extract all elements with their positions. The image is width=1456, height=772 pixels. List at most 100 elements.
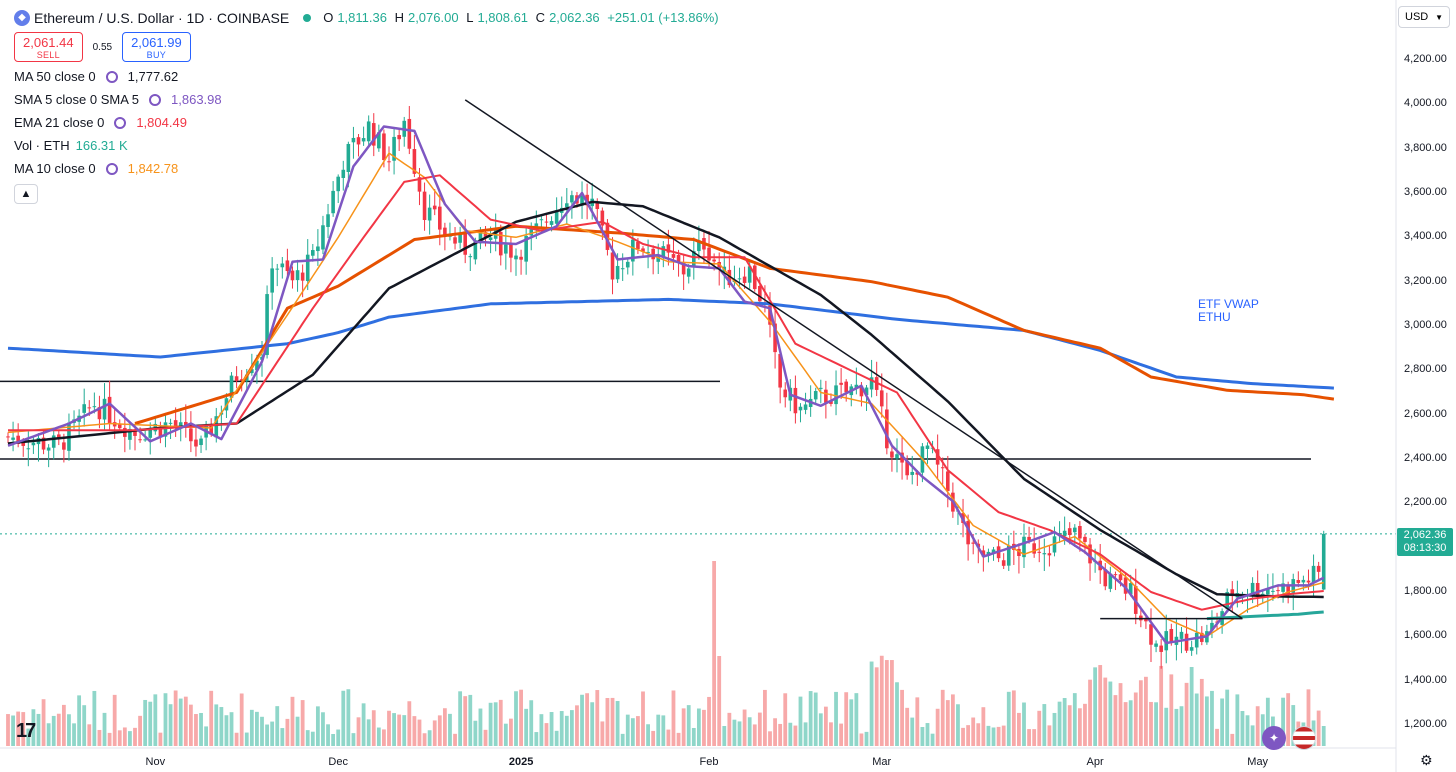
volume-bar	[549, 712, 554, 746]
candle-body	[1032, 543, 1036, 554]
chart-legend: ◆ Ethereum / U.S. Dollar · 1D · COINBASE…	[14, 6, 723, 204]
candle-body	[610, 252, 615, 280]
volume-bar	[1037, 710, 1042, 746]
chevron-up-icon[interactable]: ▲	[14, 184, 38, 204]
candle-body	[270, 268, 274, 293]
indicator-ma50[interactable]: MA 50 close 0 1,777.62	[14, 69, 179, 84]
candle-body	[631, 239, 635, 262]
indicator-ma10[interactable]: MA 10 close 0 1,842.78	[14, 161, 179, 176]
candle-body	[51, 435, 56, 448]
candle-body	[600, 210, 605, 226]
volume-bar	[1225, 689, 1230, 746]
volume-bar	[925, 723, 930, 746]
volume-bar	[681, 708, 686, 746]
volume-bar	[168, 704, 173, 746]
candle-body	[1311, 565, 1316, 583]
candle-body	[727, 269, 732, 286]
candle-body	[453, 237, 457, 244]
volume-bar	[204, 726, 209, 746]
price-tick-label: 3,400.00	[1404, 230, 1447, 243]
indicator-sma5[interactable]: SMA 5 close 0 SMA 5 1,863.98	[14, 92, 222, 107]
candle-body	[488, 237, 493, 240]
candle-body	[819, 387, 823, 389]
candle-body	[1113, 574, 1118, 576]
candle-body	[361, 138, 366, 142]
price-tick-label: 3,600.00	[1404, 186, 1447, 198]
currency-selector[interactable]: USD ▼	[1398, 6, 1450, 28]
candle-body	[239, 379, 244, 381]
volume-bar	[1179, 706, 1184, 746]
candle-body	[351, 137, 356, 143]
volume-bar	[493, 702, 498, 746]
candle-body	[443, 227, 447, 236]
indicator-ema21[interactable]: EMA 21 close 0 1,804.49	[14, 115, 187, 130]
candle-body	[432, 205, 437, 210]
etf-vwap-annotation[interactable]: ETF VWAP ETHU	[1198, 297, 1259, 324]
candle-body	[1179, 631, 1184, 639]
candle-body	[387, 161, 391, 163]
candle-body	[82, 404, 86, 413]
volume-bar	[67, 714, 71, 746]
volume-bar	[945, 700, 950, 746]
volume-bar	[981, 707, 986, 746]
candle-body	[768, 305, 772, 325]
volume-bar	[285, 718, 290, 746]
candle-body	[255, 360, 259, 371]
candle-body	[534, 223, 539, 228]
volume-bar	[1088, 679, 1092, 746]
buy-button[interactable]: 2,061.99 BUY	[122, 32, 191, 62]
volume-bar	[1032, 729, 1037, 746]
volume-bar	[509, 718, 513, 746]
volume-bar	[371, 710, 376, 746]
volume-bar	[783, 693, 788, 746]
candle-body	[1149, 624, 1153, 645]
candle-body	[1042, 553, 1047, 555]
candle-body	[925, 445, 930, 449]
price-tick-label: 1,800.00	[1404, 585, 1447, 597]
candle-body	[107, 396, 112, 424]
volume-bar	[559, 711, 564, 746]
sell-button[interactable]: 2,061.44 SELL	[14, 32, 83, 62]
volume-bar	[803, 722, 808, 746]
symbol-title[interactable]: Ethereum / U.S. Dollar · 1D · COINBASE	[34, 9, 290, 26]
tradingview-logo[interactable]: 17	[16, 720, 36, 742]
settings-icon[interactable]	[105, 162, 118, 175]
candle-body	[981, 550, 986, 557]
volume-bar	[539, 714, 544, 746]
candle-body	[1037, 551, 1042, 553]
volume-bar	[305, 730, 310, 746]
volume-bar	[92, 690, 97, 746]
candle-body	[676, 254, 681, 263]
settings-icon[interactable]	[105, 70, 118, 83]
volume-bar	[468, 694, 473, 746]
price-tick-label: 4,000.00	[1404, 97, 1447, 110]
settings-icon[interactable]	[114, 116, 127, 129]
volume-bar	[564, 715, 569, 746]
us-flag-icon[interactable]	[1292, 726, 1316, 750]
price-tick-label: 2,600.00	[1404, 407, 1447, 420]
volume-bar	[691, 727, 696, 746]
volume-bar	[244, 732, 249, 746]
volume-bar	[808, 691, 813, 746]
candle-body	[265, 294, 269, 355]
volume-bar	[641, 691, 645, 746]
candle-body	[935, 449, 940, 465]
candle-body	[46, 447, 51, 451]
gear-icon[interactable]: ⚙	[1420, 752, 1433, 768]
candle-body	[595, 201, 600, 210]
settings-icon[interactable]	[149, 93, 162, 106]
candle-body	[783, 389, 788, 398]
rocket-icon[interactable]: ✦	[1262, 726, 1286, 750]
candle-body	[1017, 548, 1021, 557]
indicator-volume[interactable]: Vol · ETH 166.31 K	[14, 138, 128, 153]
volume-bar	[1103, 677, 1108, 746]
candle-body	[915, 472, 920, 475]
candle-body	[1006, 545, 1011, 566]
volume-bar	[686, 705, 691, 746]
volume-bar	[534, 732, 539, 746]
candle-body	[458, 232, 462, 243]
volume-bar	[793, 725, 798, 746]
volume-bar	[1230, 733, 1235, 746]
volume-bar	[72, 723, 76, 746]
